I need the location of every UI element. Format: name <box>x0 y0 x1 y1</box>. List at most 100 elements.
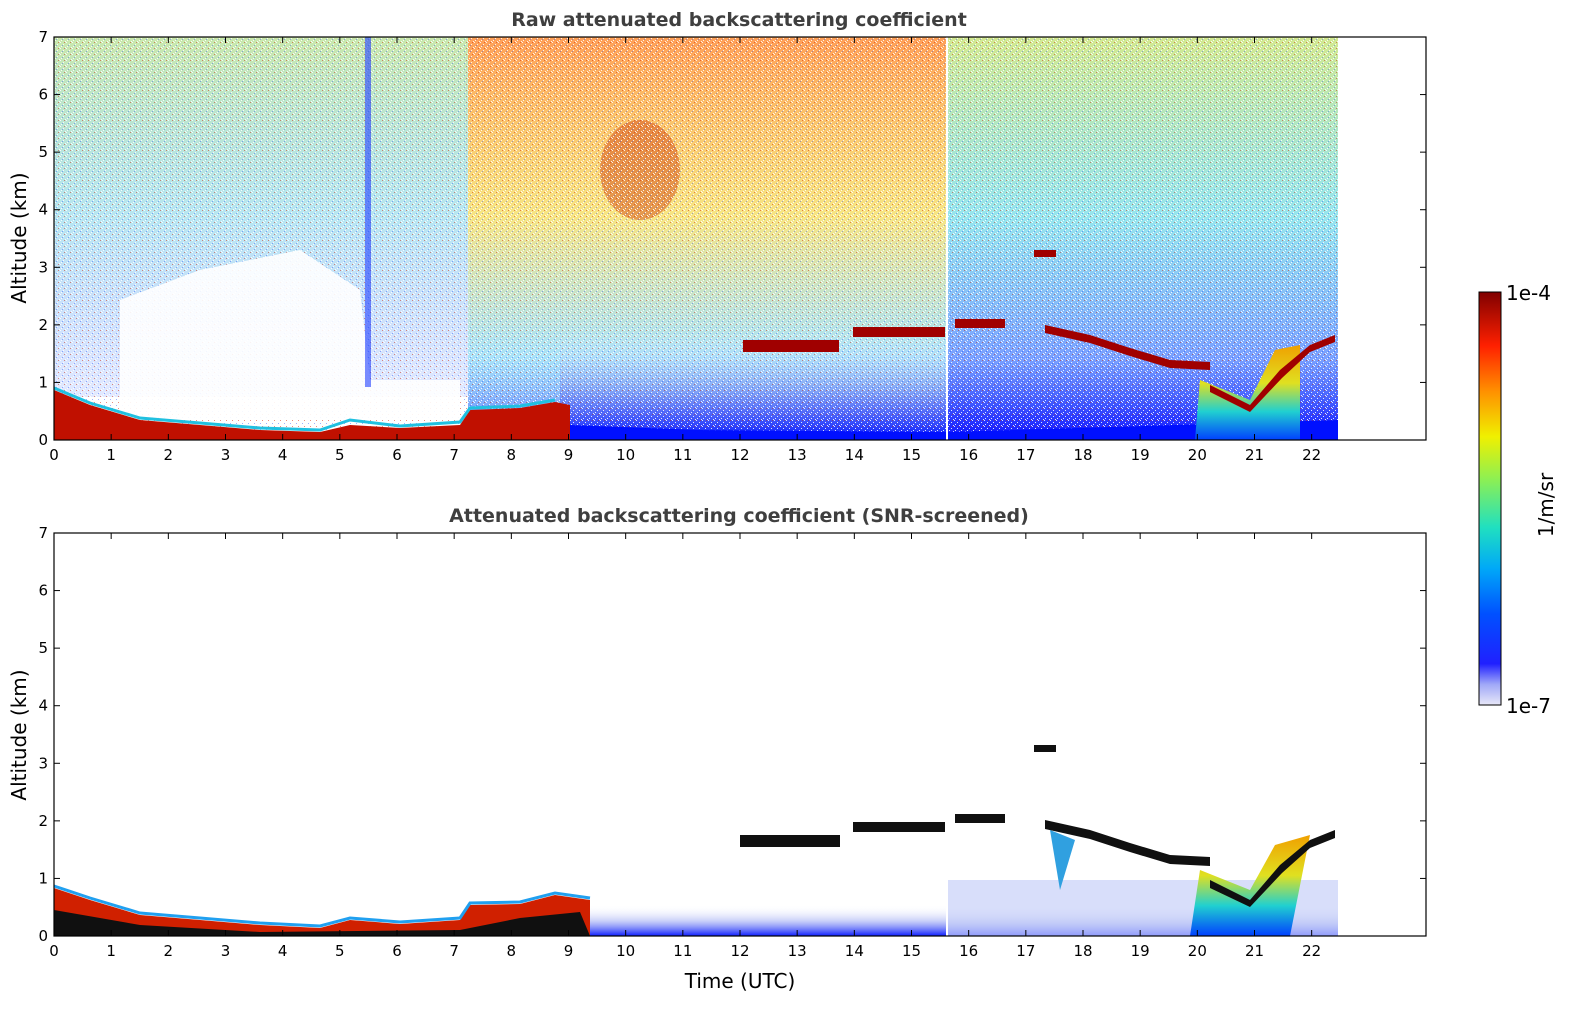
colorbar-unit-label: 1/m/sr <box>1534 472 1558 537</box>
bottom-x-tick-label: 6 <box>392 942 402 960</box>
top-y-ticks: 0 1 2 3 4 5 6 7 <box>38 28 1426 449</box>
top-x-ticks: 0 1 2 3 4 5 6 7 8 9 10 11 12 13 14 15 16 17 18 19 20 21 22 <box>49 37 1321 464</box>
top-x-tick-label: 13 <box>788 446 807 464</box>
colorbar-max-label: 1e-4 <box>1506 281 1551 305</box>
top-x-tick-label: 5 <box>335 446 345 464</box>
colorbar-gradient <box>1478 291 1502 706</box>
bottom-cloud-layer <box>955 814 1005 823</box>
top-heatmap <box>53 37 1338 440</box>
bottom-x-tick-label: 3 <box>221 942 231 960</box>
top-cloud-layer <box>1210 335 1335 412</box>
bottom-x-tick-label: 4 <box>278 942 288 960</box>
bottom-panel: Attenuated backscattering coefficient (S… <box>7 505 1427 993</box>
bottom-cloud-layer <box>740 835 840 847</box>
top-x-tick-label: 10 <box>616 446 635 464</box>
top-x-tick-label: 22 <box>1302 446 1321 464</box>
bottom-y-ticks: 0 1 2 3 4 5 6 7 <box>38 524 1426 945</box>
top-y-tick-label: 6 <box>38 86 48 104</box>
top-data-gap <box>946 37 948 440</box>
top-y-tick-label: 4 <box>38 201 48 219</box>
top-x-tick-label: 4 <box>278 446 288 464</box>
top-x-tick-label: 11 <box>673 446 692 464</box>
bottom-cloud-layer <box>853 822 945 832</box>
top-title: Raw attenuated backscattering coefficien… <box>511 9 967 31</box>
bottom-x-tick-label: 2 <box>164 942 174 960</box>
top-y-tick-label: 7 <box>38 28 48 46</box>
top-y-tick-label: 5 <box>38 143 48 161</box>
top-panel: Raw attenuated backscattering coefficien… <box>7 9 1427 464</box>
top-x-tick-label: 15 <box>902 446 921 464</box>
bottom-x-tick-label: 5 <box>335 942 345 960</box>
top-x-tick-label: 7 <box>449 446 459 464</box>
bottom-x-tick-label: 13 <box>788 942 807 960</box>
bottom-x-tick-label: 18 <box>1073 942 1092 960</box>
bottom-x-tick-label: 16 <box>959 942 978 960</box>
bottom-rain-shaft <box>1190 835 1310 936</box>
bottom-y-tick-label: 7 <box>38 524 48 542</box>
top-cloud-layer <box>1034 250 1056 257</box>
top-x-tick-label: 8 <box>507 446 517 464</box>
top-y-tick-label: 2 <box>38 316 48 334</box>
bottom-y-tick-label: 5 <box>38 639 48 657</box>
bottom-x-tick-label: 8 <box>507 942 517 960</box>
top-x-tick-label: 14 <box>845 446 864 464</box>
bottom-axes-frame <box>53 532 1427 937</box>
top-x-tick-label: 12 <box>730 446 749 464</box>
bottom-x-tick-label: 15 <box>902 942 921 960</box>
bottom-data-gap <box>946 880 948 936</box>
top-x-tick-label: 3 <box>221 446 231 464</box>
bottom-x-tick-label: 14 <box>845 942 864 960</box>
colorbar-min-label: 1e-7 <box>1506 694 1551 718</box>
bottom-y-tick-label: 4 <box>38 697 48 715</box>
top-boundary-layer-edge <box>53 386 556 432</box>
top-x-tick-label: 20 <box>1188 446 1207 464</box>
top-x-tick-label: 17 <box>1016 446 1035 464</box>
top-x-tick-label: 9 <box>564 446 574 464</box>
bottom-x-tick-label: 11 <box>673 942 692 960</box>
bottom-x-tick-label: 17 <box>1016 942 1035 960</box>
top-cloud-layer <box>853 327 945 337</box>
bottom-x-tick-label: 22 <box>1302 942 1321 960</box>
bottom-x-tick-label: 10 <box>616 942 635 960</box>
top-y-tick-label: 0 <box>38 431 48 449</box>
bottom-x-tick-label: 12 <box>730 942 749 960</box>
bottom-x-ticks: 0 1 2 3 4 5 6 7 8 9 10 11 12 13 14 15 16 17 18 19 20 21 22 <box>49 533 1321 960</box>
top-y-tick-label: 3 <box>38 258 48 276</box>
bottom-boundary-layer-core <box>54 910 590 936</box>
bottom-x-tick-label: 9 <box>564 942 574 960</box>
bottom-x-tick-label: 1 <box>106 942 116 960</box>
top-y-tick-label: 1 <box>38 373 48 391</box>
bottom-boundary-layer <box>54 888 590 936</box>
bottom-heatmap <box>53 745 1338 936</box>
top-x-tick-label: 18 <box>1073 446 1092 464</box>
bottom-y-tick-label: 6 <box>38 582 48 600</box>
top-x-tick-label: 1 <box>106 446 116 464</box>
top-x-tick-label: 21 <box>1245 446 1264 464</box>
top-x-tick-label: 6 <box>392 446 402 464</box>
bottom-y-tick-label: 0 <box>38 927 48 945</box>
bottom-boundary-layer-edge <box>53 884 591 928</box>
bottom-x-tick-label: 19 <box>1131 942 1150 960</box>
top-boundary-layer <box>54 390 570 440</box>
bottom-x-tick-label: 21 <box>1245 942 1264 960</box>
top-cloud-layer <box>743 340 839 352</box>
bottom-y-tick-label: 1 <box>38 869 48 887</box>
bottom-title: Attenuated backscattering coefficient (S… <box>449 505 1029 527</box>
top-clear-region <box>120 250 460 420</box>
bottom-x-tick-label: 7 <box>449 942 459 960</box>
top-artifact-streak <box>365 37 371 387</box>
bottom-cloud-layer <box>1045 820 1210 866</box>
bottom-x-tick-label: 0 <box>49 942 59 960</box>
top-x-tick-label: 0 <box>49 446 59 464</box>
top-blue-surface <box>570 420 1338 440</box>
colorbar: 1e-4 1e-7 1/m/sr <box>1478 281 1558 718</box>
top-x-tick-label: 2 <box>164 446 174 464</box>
top-x-tick-label: 19 <box>1131 446 1150 464</box>
bottom-x-tick-label: 20 <box>1188 942 1207 960</box>
top-cloud-layer <box>1045 325 1210 370</box>
bottom-cloud-virga <box>1050 830 1075 890</box>
bottom-y-tick-label: 2 <box>38 812 48 830</box>
top-y-axis-label: Altitude (km) <box>7 172 31 303</box>
bottom-cloud-layer <box>1210 830 1335 907</box>
